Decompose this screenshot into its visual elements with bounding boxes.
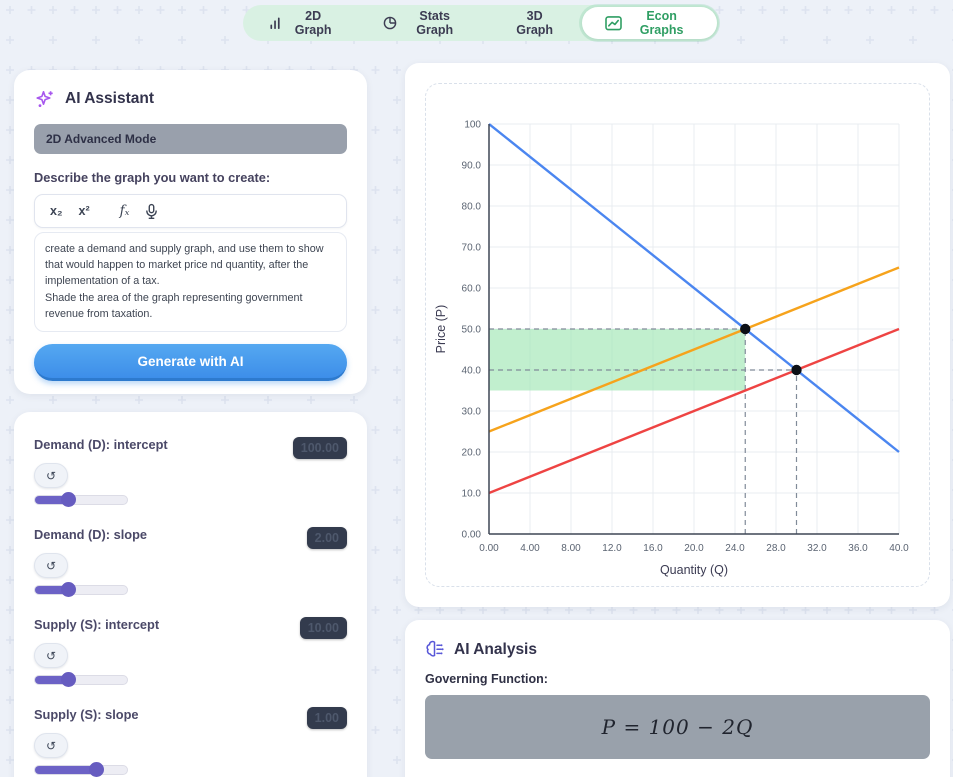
y-tick-label: 70.0 <box>462 243 482 254</box>
tab-label: Stats Graph <box>416 9 454 37</box>
x-tick-label: 40.0 <box>889 543 909 554</box>
y-tick-label: 10.0 <box>462 489 482 500</box>
tab-2d-graph[interactable]: 2D Graph <box>245 7 359 39</box>
slider-thumb[interactable] <box>61 672 77 687</box>
tab-label: Econ Graphs <box>639 9 684 37</box>
x-tick-label: 24.0 <box>725 543 745 554</box>
describe-label: Describe the graph you want to create: <box>34 170 271 185</box>
slider[interactable] <box>34 582 128 597</box>
slider-label: Demand (D): intercept <box>34 437 168 452</box>
tab-econ-graphs[interactable]: Econ Graphs <box>582 7 717 39</box>
slider[interactable] <box>34 762 128 777</box>
slider-thumb[interactable] <box>88 762 104 777</box>
math-input-toolbar: x₂ x² fₓ <box>34 194 347 228</box>
econ-chart-panel: 0.00 10.0 20.0 30.0 40.0 50.0 60.0 70.0 80.0 90.0… <box>405 63 950 607</box>
x-tick-label: 0.00 <box>479 543 499 554</box>
slider-label: Demand (D): slope <box>34 527 148 542</box>
subscript-button[interactable]: x₂ <box>45 202 68 220</box>
reset-button[interactable]: ↺ <box>34 553 68 578</box>
slider-label: Supply (S): intercept <box>34 617 160 632</box>
reset-button[interactable]: ↺ <box>34 733 68 758</box>
function-button[interactable]: fₓ <box>115 201 135 221</box>
x-tick-label: 20.0 <box>684 543 704 554</box>
econ-chart: 0.00 10.0 20.0 30.0 40.0 50.0 60.0 70.0 80.0 90.0… <box>434 120 909 578</box>
slider-group: Supply (S): slope 1.00 ↺ <box>34 707 347 777</box>
mic-button[interactable] <box>140 201 163 222</box>
y-tick-label: 0.00 <box>462 530 482 541</box>
ai-analysis-panel: AI Analysis Governing Function: P = 100 … <box>405 620 950 777</box>
governing-function-label: Governing Function: <box>425 672 548 686</box>
line-chart-icon <box>605 15 622 31</box>
y-tick-label: 30.0 <box>462 407 482 418</box>
demand-line <box>488 123 900 453</box>
slider[interactable] <box>34 492 128 507</box>
slider-value-box[interactable]: 100.00 <box>292 437 347 459</box>
pie-chart-icon <box>382 15 398 31</box>
ai-assistant-title: AI Assistant <box>65 90 155 107</box>
tab-label: 3D Graph <box>516 9 554 37</box>
parameter-sliders-panel: Demand (D): intercept 100.00 ↺ Demand (D): … <box>14 412 367 777</box>
ai-brain-icon <box>425 640 445 659</box>
supply-line <box>488 327 900 495</box>
ai-analysis-header: AI Analysis <box>425 640 930 659</box>
slider-thumb[interactable] <box>61 582 77 597</box>
x-tick-label: 12.0 <box>602 543 622 554</box>
generate-with-ai-button[interactable]: Generate with AI <box>34 344 347 381</box>
mode-2d-advanced-button[interactable]: 2D Advanced Mode <box>34 124 347 154</box>
equilibrium-point <box>791 364 802 376</box>
governing-function-formula: P = 100 − 2Q <box>601 715 754 739</box>
tab-label: 2D Graph <box>294 9 332 37</box>
y-tick-label: 50.0 <box>462 325 482 336</box>
y-tick-label: 90.0 <box>462 161 482 172</box>
slider-label: Supply (S): slope <box>34 707 139 722</box>
tab-3d-graph[interactable]: 3D Graph <box>487 7 582 39</box>
slider[interactable] <box>34 672 128 687</box>
supply-plus-tax-line <box>488 266 900 433</box>
ai-assistant-panel: AI Assistant 2D Advanced Mode Describe t… <box>14 70 367 394</box>
prompt-textarea[interactable]: create a demand and supply graph, and us… <box>34 232 347 332</box>
slider-group: Demand (D): slope 2.00 ↺ <box>34 527 347 597</box>
y-axis-label: Price (P) <box>434 305 448 354</box>
slider-group: Supply (S): intercept 10.00 ↺ <box>34 617 347 687</box>
equilibrium-point <box>740 323 751 335</box>
superscript-button[interactable]: x² <box>74 202 95 220</box>
slider-group: Demand (D): intercept 100.00 ↺ <box>34 437 347 507</box>
slider-value-box[interactable]: 10.00 <box>299 617 347 639</box>
formula-box: P = 100 − 2Q <box>425 695 930 759</box>
tab-stats-graph[interactable]: Stats Graph <box>359 7 487 39</box>
x-tick-label: 36.0 <box>848 543 868 554</box>
ai-assistant-header: AI Assistant <box>34 88 347 110</box>
y-tick-label: 80.0 <box>462 202 482 213</box>
y-tick-label: 60.0 <box>462 284 482 295</box>
x-tick-label: 32.0 <box>807 543 827 554</box>
x-tick-label: 16.0 <box>643 543 663 554</box>
sparkle-icon <box>34 88 56 110</box>
x-tick-label: 8.00 <box>561 543 581 554</box>
slider-value-box[interactable]: 2.00 <box>306 527 347 549</box>
graph-type-tab-bar: 2D Graph Stats Graph 3D Graph Econ Graphs <box>243 5 719 41</box>
x-axis-label: Quantity (Q) <box>660 563 728 577</box>
y-tick-label: 40.0 <box>462 366 482 377</box>
chart-plot-container: 0.00 10.0 20.0 30.0 40.0 50.0 60.0 70.0 80.0 90.0… <box>425 83 930 587</box>
y-tick-label: 20.0 <box>462 448 482 459</box>
x-tick-label: 4.00 <box>520 543 540 554</box>
reset-button[interactable]: ↺ <box>34 643 68 668</box>
bar-chart-icon <box>268 16 283 31</box>
slider-thumb[interactable] <box>61 492 77 507</box>
reset-button[interactable]: ↺ <box>34 463 68 488</box>
x-tick-label: 28.0 <box>766 543 786 554</box>
slider-value-box[interactable]: 1.00 <box>306 707 347 729</box>
ai-analysis-title: AI Analysis <box>454 640 537 658</box>
y-tick-label: 100 <box>464 120 481 131</box>
